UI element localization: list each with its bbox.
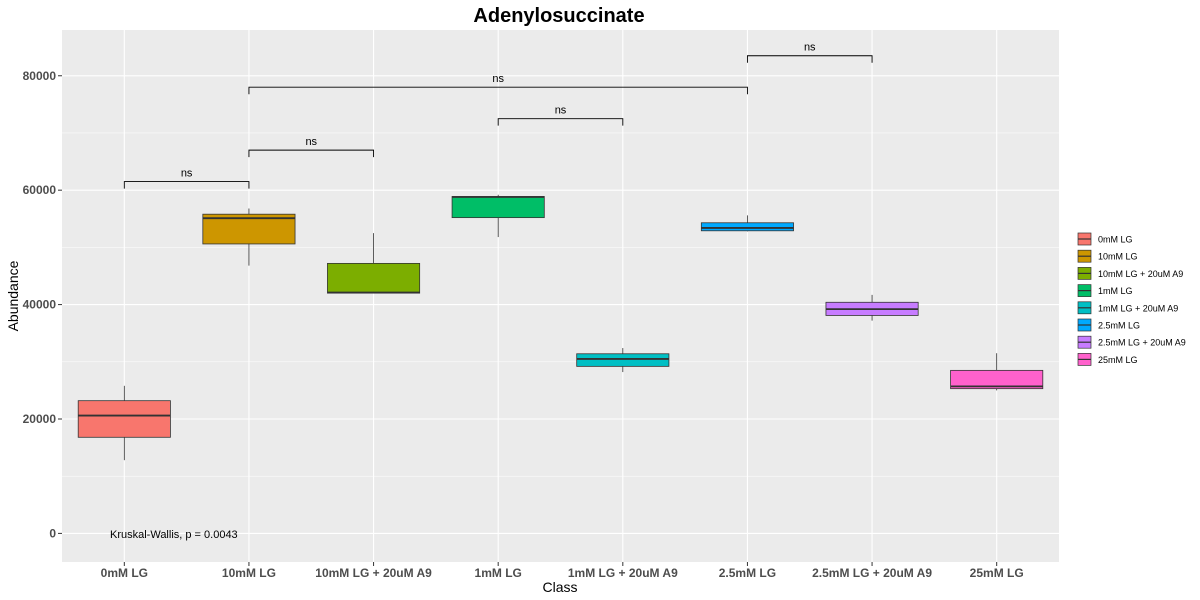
significance-label: ns	[492, 73, 504, 85]
grid	[62, 30, 1059, 562]
legend-item-4: 1mM LG + 20uM A9	[1077, 301, 1178, 315]
box-iqr	[950, 369, 1044, 390]
legend-item-6: 2.5mM LG + 20uM A9	[1077, 335, 1186, 349]
boxplot-6	[825, 294, 919, 321]
y-axis-title: Abundance	[5, 260, 21, 331]
y-tick-label: 20000	[23, 412, 57, 426]
comparison-bracket: ns	[248, 73, 748, 95]
box-iqr	[77, 400, 171, 438]
box-iqr	[700, 222, 794, 232]
x-tick-label: 2.5mM LG	[719, 566, 776, 580]
bracket-line	[248, 86, 748, 95]
comparison-bracket: ns	[497, 105, 624, 126]
x-tick-label: 10mM LG + 20uM A9	[315, 566, 432, 580]
boxplot-1	[202, 208, 296, 266]
boxes	[77, 194, 1044, 461]
x-axis: 0mM LG 10mM LG 10mM LG + 20uM A9 1mM LG 1mM …	[101, 562, 1024, 580]
significance-label: ns	[555, 105, 567, 117]
x-tick-label: 1mM LG + 20uM A9	[568, 566, 678, 580]
legend-label: 1mM LG	[1098, 286, 1133, 296]
comparison-bracket: ns	[123, 168, 250, 189]
x-tick-label: 0mM LG	[101, 566, 148, 580]
significance-label: ns	[804, 42, 816, 54]
legend-item-7: 25mM LG	[1077, 353, 1138, 366]
comparison-bracket: ns	[248, 136, 375, 158]
y-axis: 0 20000 40000 60000 80000	[23, 69, 62, 540]
legend-item-3: 1mM LG	[1077, 284, 1133, 297]
legend-label: 10mM LG + 20uM A9	[1098, 269, 1183, 279]
legend-label: 25mM LG	[1098, 355, 1138, 365]
comparison-bracket: ns	[746, 42, 873, 63]
box-iqr	[202, 213, 296, 245]
bracket-line	[746, 55, 873, 63]
y-tick-label: 40000	[23, 298, 57, 312]
boxplot-3	[451, 194, 545, 238]
boxplot-7	[950, 353, 1044, 391]
bracket-line	[123, 181, 250, 189]
legend-label: 2.5mM LG	[1098, 321, 1140, 331]
boxplot-4	[576, 348, 670, 373]
legend-label: 0mM LG	[1098, 235, 1133, 245]
boxplot-2	[327, 233, 421, 294]
legend-label: 2.5mM LG + 20uM A9	[1098, 338, 1186, 348]
y-tick-label: 80000	[23, 69, 57, 83]
legend-item-0: 0mM LG	[1077, 232, 1133, 246]
legend-item-2: 10mM LG + 20uM A9	[1077, 267, 1183, 280]
significance-label: ns	[305, 136, 317, 148]
box-iqr	[576, 353, 670, 367]
x-axis-title: Class	[542, 579, 577, 595]
legend: 0mM LG 10mM LG 10mM LG + 20uM A9 1mM LG 1mM …	[1077, 232, 1186, 366]
legend-label: 10mM LG	[1098, 252, 1138, 262]
boxplot-0	[77, 385, 171, 461]
x-tick-label: 2.5mM LG + 20uM A9	[812, 566, 932, 580]
legend-item-5: 2.5mM LG	[1077, 318, 1140, 332]
legend-label: 1mM LG + 20uM A9	[1098, 303, 1178, 313]
y-tick-label: 60000	[23, 183, 57, 197]
boxplot-5	[700, 215, 794, 232]
x-tick-label: 10mM LG	[222, 566, 276, 580]
x-tick-label: 1mM LG	[475, 566, 522, 580]
box-iqr	[327, 262, 421, 294]
x-tick-label: 25mM LG	[970, 566, 1024, 580]
bracket-line	[248, 149, 375, 158]
comparison-brackets: ns ns ns ns ns	[123, 42, 873, 189]
y-tick-label: 0	[49, 526, 56, 540]
significance-label: ns	[181, 168, 193, 180]
chart-title: Adenylosuccinate	[473, 5, 644, 27]
kruskal-wallis-annotation: Kruskal-Wallis, p = 0.0043	[110, 529, 238, 541]
bracket-line	[497, 118, 624, 126]
box-iqr	[451, 196, 545, 219]
legend-item-1: 10mM LG	[1077, 249, 1138, 263]
